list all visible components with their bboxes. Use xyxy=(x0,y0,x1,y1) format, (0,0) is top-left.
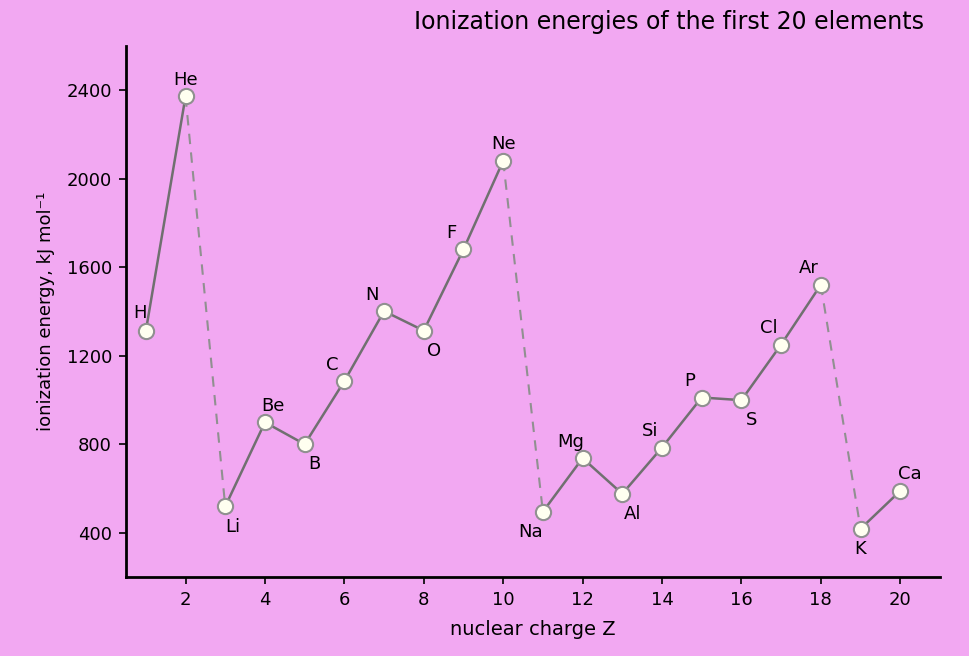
Text: F: F xyxy=(447,224,456,242)
Y-axis label: ionization energy, kJ mol⁻¹: ionization energy, kJ mol⁻¹ xyxy=(38,192,55,431)
Text: C: C xyxy=(327,356,339,373)
Text: Ne: Ne xyxy=(491,135,516,154)
Text: S: S xyxy=(745,411,757,429)
Text: P: P xyxy=(684,372,695,390)
Point xyxy=(336,376,352,386)
Text: Cl: Cl xyxy=(761,319,778,337)
Point xyxy=(694,392,709,403)
Text: Mg: Mg xyxy=(557,432,584,451)
Point xyxy=(734,395,749,405)
Text: He: He xyxy=(173,71,198,89)
Point xyxy=(892,485,908,496)
Text: Si: Si xyxy=(641,422,658,440)
Point xyxy=(217,501,233,512)
Text: H: H xyxy=(133,304,146,322)
X-axis label: nuclear charge Z: nuclear charge Z xyxy=(451,621,615,640)
Point xyxy=(177,91,193,102)
Text: Na: Na xyxy=(518,523,544,541)
Text: O: O xyxy=(426,342,441,359)
Point xyxy=(416,325,431,336)
Text: Ar: Ar xyxy=(799,259,819,277)
Text: Li: Li xyxy=(226,518,240,537)
Point xyxy=(257,417,272,428)
Text: Ca: Ca xyxy=(898,465,922,483)
Text: Be: Be xyxy=(262,397,285,415)
Point xyxy=(297,439,312,449)
Point xyxy=(138,326,153,337)
Text: K: K xyxy=(855,540,866,558)
Text: Al: Al xyxy=(623,504,641,523)
Point xyxy=(654,442,670,453)
Text: B: B xyxy=(308,455,321,473)
Point xyxy=(853,523,868,534)
Point xyxy=(455,244,471,255)
Point xyxy=(495,155,511,166)
Text: N: N xyxy=(365,285,379,304)
Point xyxy=(614,489,630,499)
Point xyxy=(376,306,391,316)
Text: Ionization energies of the first 20 elements: Ionization energies of the first 20 elem… xyxy=(414,10,923,34)
Point xyxy=(535,506,550,517)
Point xyxy=(773,339,789,350)
Point xyxy=(813,279,828,290)
Point xyxy=(575,453,590,463)
